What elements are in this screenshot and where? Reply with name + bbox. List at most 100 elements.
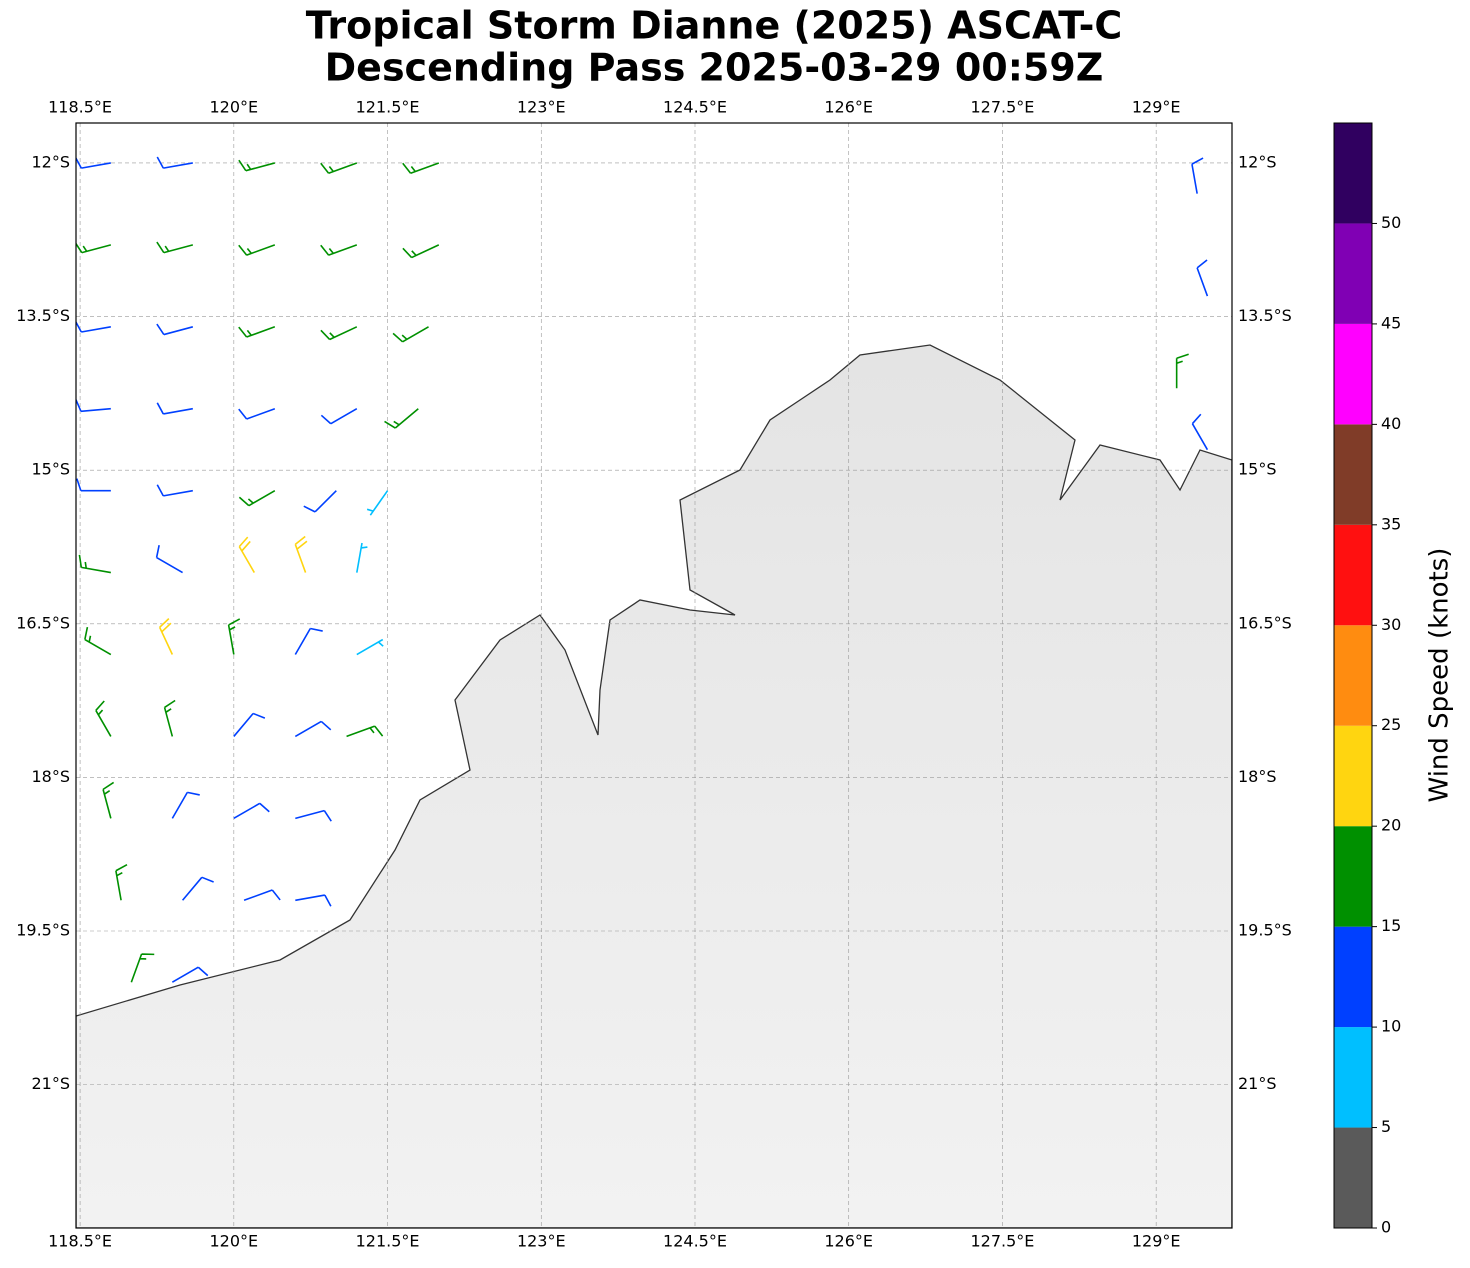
wind-barb xyxy=(320,326,358,341)
wind-barb xyxy=(238,159,276,172)
colorbar-tick-label: 35 xyxy=(1381,514,1401,533)
wind-barb xyxy=(76,399,111,413)
colorbar-tick-label: 5 xyxy=(1381,1117,1391,1136)
x-tick-label: 120°E xyxy=(209,1232,258,1251)
wind-barb xyxy=(294,627,323,655)
wind-barb xyxy=(392,326,429,343)
colorbar-bin xyxy=(1334,524,1372,626)
colorbar-tick-label: 40 xyxy=(1381,414,1401,433)
x-tick-label: 123°E xyxy=(517,98,566,117)
wind-barb xyxy=(384,408,419,429)
wind-barb xyxy=(295,894,332,907)
wind-barb xyxy=(78,554,111,574)
y-tick-label: 19.5°S xyxy=(16,921,70,940)
wind-barb xyxy=(346,725,384,738)
wind-barb xyxy=(130,953,155,983)
x-tick-label: 124.5°E xyxy=(663,98,727,117)
wind-barb xyxy=(181,876,214,901)
grid xyxy=(76,123,1232,1228)
wind-barb xyxy=(402,162,440,174)
x-tick-label: 129°E xyxy=(1132,1232,1181,1251)
y-tick-label: 15°S xyxy=(1238,460,1277,479)
wind-barb xyxy=(320,162,358,174)
wind-barb xyxy=(238,489,276,507)
y-tick-label: 12°S xyxy=(1238,152,1277,171)
x-tick-label: 126°E xyxy=(824,1232,873,1251)
x-tick-label: 126°E xyxy=(824,98,873,117)
wind-barb xyxy=(156,323,194,336)
colorbar-bin xyxy=(1334,223,1372,324)
wind-barb xyxy=(156,484,193,497)
y-tick-label: 16.5°S xyxy=(1238,613,1292,632)
wind-barb xyxy=(156,156,193,169)
y-tick-label: 19.5°S xyxy=(1238,921,1292,940)
colorbar-bin xyxy=(1334,1027,1372,1128)
map-area xyxy=(76,123,1232,1228)
colorbar-bin xyxy=(1334,625,1372,726)
colorbar-bin xyxy=(1334,123,1372,224)
wind-barb xyxy=(76,478,111,492)
wind-barb xyxy=(163,699,176,737)
y-tick-label: 16.5°S xyxy=(16,613,70,632)
x-tick-label: 118.5°E xyxy=(48,1232,112,1251)
wind-barb xyxy=(158,618,174,655)
wind-barb xyxy=(356,638,384,656)
x-tick-label: 123°E xyxy=(517,1232,566,1251)
wind-barb xyxy=(1191,413,1209,451)
colorbar-tick-label: 15 xyxy=(1381,916,1401,935)
x-tick-label: 120°E xyxy=(209,98,258,117)
chart-title: Tropical Storm Dianne (2025) ASCAT-C xyxy=(306,4,1123,48)
wind-barb xyxy=(402,244,440,259)
y-tick-label: 12°S xyxy=(31,152,70,171)
wind-barb xyxy=(238,407,276,420)
x-tick-label: 124.5°E xyxy=(663,1232,727,1251)
wind-barb xyxy=(171,791,200,819)
y-tick-label: 18°S xyxy=(1238,767,1277,786)
wind-barb xyxy=(294,720,332,738)
wind-barb xyxy=(171,966,209,983)
x-tick-label: 121.5°E xyxy=(356,1232,420,1251)
colorbar-bin xyxy=(1334,725,1372,827)
map-frame xyxy=(75,122,1233,1229)
colorbar-tick-label: 45 xyxy=(1381,313,1401,332)
wind-barb xyxy=(320,244,358,256)
wind-barb xyxy=(115,864,128,901)
wind-barb xyxy=(233,712,266,737)
wind-barb xyxy=(294,535,308,573)
wind-barb xyxy=(1175,353,1189,389)
wind-barb xyxy=(156,241,194,254)
wind-barb xyxy=(238,536,256,573)
y-tick-label: 21°S xyxy=(31,1074,70,1093)
x-tick-label: 127.5°E xyxy=(970,98,1034,117)
colorbar-tick-label: 0 xyxy=(1381,1218,1391,1237)
colorbar-tick-label: 30 xyxy=(1381,615,1401,634)
colorbar-label: Wind Speed (knots) xyxy=(1425,548,1455,803)
y-tick-label: 13.5°S xyxy=(16,306,70,325)
x-tick-label: 129°E xyxy=(1132,98,1181,117)
colorbar-tick-label: 50 xyxy=(1381,213,1401,232)
colorbar-bin xyxy=(1334,1127,1372,1228)
wind-barb xyxy=(303,490,337,513)
wind-barb xyxy=(156,402,193,415)
wind-barb xyxy=(233,802,270,820)
x-tick-label: 127.5°E xyxy=(970,1232,1034,1251)
wind-barbs xyxy=(76,156,1209,983)
colorbar-bin xyxy=(1334,323,1372,425)
colorbar-bin xyxy=(1334,826,1372,927)
wind-barb xyxy=(155,545,183,574)
colorbar-frame xyxy=(1333,122,1373,1229)
wind-barb xyxy=(95,700,112,737)
wind-barb xyxy=(227,618,241,655)
y-tick-label: 21°S xyxy=(1238,1074,1277,1093)
wind-barb xyxy=(366,490,389,516)
land xyxy=(76,344,1232,1228)
y-tick-label: 13.5°S xyxy=(1238,306,1292,325)
wind-barb xyxy=(356,542,368,573)
colorbar-bin xyxy=(1334,926,1372,1028)
chart-subtitle: Descending Pass 2025-03-29 00:59Z xyxy=(325,46,1104,90)
wind-barb xyxy=(1191,157,1204,194)
wind-barb xyxy=(102,781,115,819)
colorbar-tick-label: 10 xyxy=(1381,1017,1401,1036)
wind-barb xyxy=(84,626,112,656)
